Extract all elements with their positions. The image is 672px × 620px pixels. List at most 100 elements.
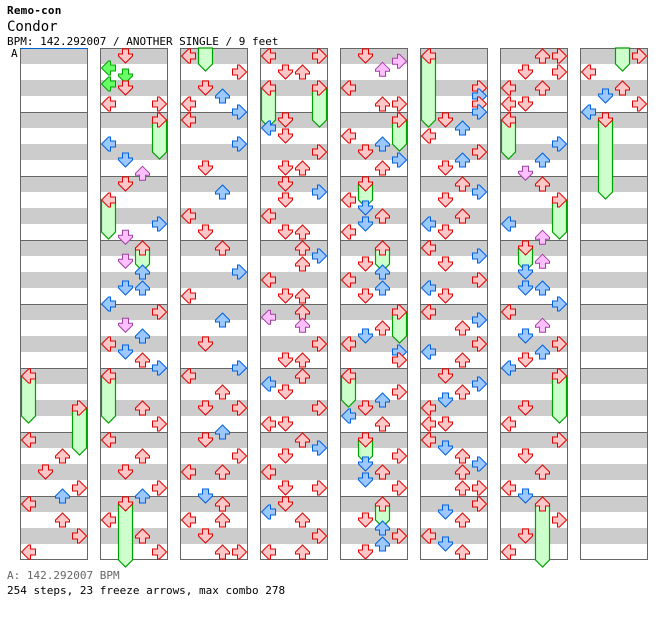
up-arrow-icon — [535, 253, 550, 269]
down-arrow-icon — [358, 48, 373, 64]
down-arrow-icon — [278, 480, 293, 496]
beat-stripe — [500, 336, 568, 352]
beat-stripe — [180, 320, 248, 336]
left-arrow-icon — [260, 416, 276, 432]
beat-stripe — [180, 512, 248, 528]
down-arrow-icon — [358, 328, 373, 344]
left-arrow-icon — [180, 96, 196, 112]
beat-stripe — [100, 352, 168, 368]
up-arrow-icon — [535, 280, 550, 296]
down-arrow-icon — [438, 416, 453, 432]
left-arrow-icon — [180, 464, 196, 480]
beat-stripe — [100, 320, 168, 336]
beat-stripe — [340, 240, 408, 256]
beat-stripe — [20, 512, 88, 528]
right-arrow-icon — [152, 304, 168, 320]
right-arrow-icon — [232, 104, 248, 120]
beat-stripe — [100, 224, 168, 240]
down-arrow-icon — [198, 528, 213, 544]
beat-stripe — [260, 64, 328, 80]
beat-stripe — [20, 368, 88, 384]
beat-stripe — [180, 368, 248, 384]
up-arrow-icon — [375, 61, 390, 77]
up-arrow-icon — [455, 320, 470, 336]
right-arrow-icon — [152, 96, 168, 112]
beat-stripe — [500, 240, 568, 256]
beat-stripe — [180, 224, 248, 240]
chart-info: BPM: 142.292007 / ANOTHER SINGLE / 9 fee… — [7, 35, 279, 48]
beat-stripe — [180, 176, 248, 192]
beat-stripe — [420, 512, 488, 528]
down-arrow-icon — [518, 328, 533, 344]
beat-stripe — [420, 448, 488, 464]
up-arrow-icon — [375, 160, 390, 176]
right-arrow-icon — [552, 296, 568, 312]
freeze-left-arrow-icon — [340, 368, 356, 384]
beat-stripe — [420, 320, 488, 336]
beat-stripe — [420, 368, 488, 384]
freeze-arrow-body — [117, 503, 134, 568]
down-arrow-icon — [278, 352, 293, 368]
beat-stripe — [20, 480, 88, 496]
right-arrow-icon — [472, 376, 488, 392]
left-arrow-icon — [340, 224, 356, 240]
left-arrow-icon — [500, 96, 516, 112]
beat-stripe — [20, 544, 88, 560]
left-arrow-icon — [500, 304, 516, 320]
right-arrow-icon — [552, 336, 568, 352]
down-arrow-icon — [518, 400, 533, 416]
freeze-up-arrow-icon — [375, 496, 390, 512]
beat-stripe — [500, 80, 568, 96]
left-arrow-icon — [20, 432, 36, 448]
beat-stripe — [580, 432, 648, 448]
beat-stripe — [180, 48, 248, 64]
beat-stripe — [580, 512, 648, 528]
down-arrow-icon — [278, 448, 293, 464]
beat-stripe — [260, 304, 328, 320]
right-arrow-icon — [232, 360, 248, 376]
beat-stripe — [420, 224, 488, 240]
beat-stripe — [260, 208, 328, 224]
beat-stripe — [500, 256, 568, 272]
beat-stripe — [340, 400, 408, 416]
down-arrow-icon — [358, 144, 373, 160]
down-arrow-icon — [358, 544, 373, 560]
beat-stripe — [20, 80, 88, 96]
beat-stripe — [340, 160, 408, 176]
right-arrow-icon — [152, 544, 168, 560]
beat-stripe — [260, 336, 328, 352]
beat-stripe — [180, 384, 248, 400]
beat-stripe — [340, 128, 408, 144]
beat-stripe — [500, 128, 568, 144]
beat-stripe — [340, 464, 408, 480]
beat-stripe — [500, 224, 568, 240]
freeze-right-arrow-icon — [72, 400, 88, 416]
beat-stripe — [100, 384, 168, 400]
freeze-right-arrow-icon — [392, 112, 408, 128]
up-arrow-icon — [135, 400, 150, 416]
right-arrow-icon — [312, 400, 328, 416]
up-arrow-icon — [295, 224, 310, 240]
beat-stripe — [580, 304, 648, 320]
down-arrow-icon — [118, 80, 133, 96]
beat-stripe — [100, 512, 168, 528]
beat-stripe — [580, 128, 648, 144]
right-arrow-icon — [472, 144, 488, 160]
beat-stripe — [580, 320, 648, 336]
beat-stripe — [420, 128, 488, 144]
bpm-marker-label: A — [11, 47, 18, 60]
beat-stripe — [580, 224, 648, 240]
beat-stripe — [340, 224, 408, 240]
left-arrow-icon — [420, 400, 436, 416]
beat-stripe — [420, 432, 488, 448]
beat-stripe — [340, 80, 408, 96]
beat-stripe — [180, 416, 248, 432]
right-arrow-icon — [552, 64, 568, 80]
beat-stripe — [20, 256, 88, 272]
beat-stripe — [420, 48, 488, 64]
beat-stripe — [420, 464, 488, 480]
down-arrow-icon — [118, 229, 133, 245]
beat-stripe — [500, 512, 568, 528]
up-arrow-icon — [375, 264, 390, 280]
right-arrow-icon — [472, 456, 488, 472]
